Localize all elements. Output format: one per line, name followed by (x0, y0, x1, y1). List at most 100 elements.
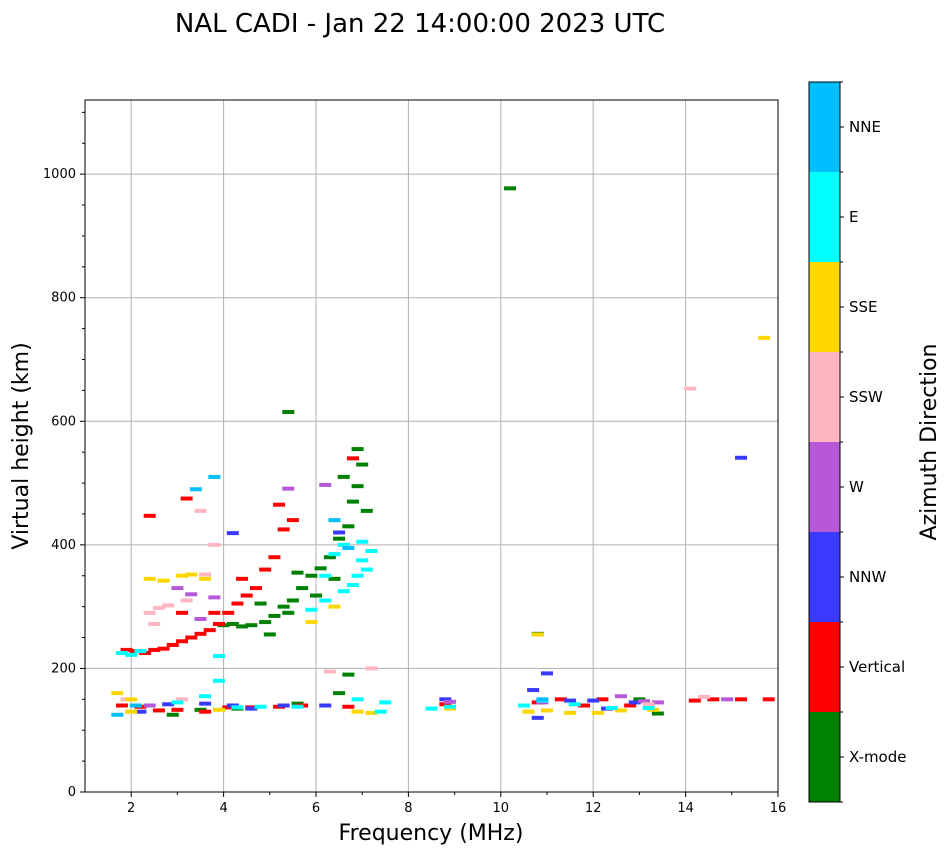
colorbar-segment (809, 262, 840, 352)
data-point (642, 702, 655, 707)
data-point (319, 573, 332, 578)
data-point (319, 598, 332, 603)
data-point (531, 632, 544, 637)
data-point (356, 539, 369, 544)
data-point (698, 694, 711, 699)
data-point (185, 572, 198, 577)
data-point (171, 707, 184, 712)
data-point (194, 617, 207, 621)
data-point (735, 455, 748, 460)
x-tick-label: 6 (312, 801, 320, 816)
data-point (587, 698, 600, 703)
data-point (199, 576, 212, 581)
data-point (688, 698, 701, 703)
y-tick-label: 600 (51, 414, 76, 429)
data-point (231, 601, 244, 606)
data-point (342, 704, 355, 709)
data-point (337, 589, 350, 594)
data-point (143, 576, 156, 581)
data-point (541, 671, 553, 676)
data-point (346, 583, 359, 588)
data-point (129, 703, 142, 708)
data-point (277, 703, 290, 708)
data-point (194, 631, 207, 636)
data-point (148, 621, 161, 626)
data-point (614, 708, 627, 713)
plot-frame (84, 99, 779, 793)
data-point (333, 691, 346, 696)
data-point (564, 698, 577, 703)
data-point (212, 707, 225, 712)
data-point (263, 632, 276, 637)
data-point (245, 623, 258, 628)
data-point (125, 697, 138, 702)
data-point (517, 703, 530, 708)
data-point (296, 586, 309, 591)
data-point (337, 474, 350, 479)
data-point (762, 697, 775, 702)
x-tick-label: 4 (219, 801, 227, 816)
data-point (591, 710, 604, 715)
grid-lines (85, 100, 779, 793)
data-point (115, 650, 128, 655)
data-point (111, 712, 124, 717)
data-point (351, 697, 364, 702)
data-point (328, 576, 341, 581)
data-point (180, 598, 193, 603)
data-point (337, 542, 350, 547)
data-point (231, 705, 244, 710)
colorbar-segment (809, 172, 840, 262)
data-point (638, 699, 651, 704)
data-point (346, 456, 359, 461)
y-tick-label: 0 (68, 785, 76, 800)
data-point (333, 530, 346, 535)
data-point (342, 672, 355, 677)
data-point (282, 410, 295, 415)
data-point (319, 703, 332, 708)
colorbar-tick-label: SSW (849, 388, 883, 406)
x-axis-ticks: 2 4 6 8 10 12 14 16 (127, 792, 786, 816)
data-point (568, 702, 581, 707)
data-point (273, 502, 286, 507)
data-point (157, 578, 170, 583)
data-point (143, 703, 156, 708)
data-point (554, 697, 567, 702)
data-point (180, 496, 193, 501)
data-point (199, 694, 212, 699)
data-point (286, 598, 299, 603)
colorbar-tick-label: SSE (849, 298, 878, 316)
data-point (504, 186, 517, 191)
data-point (291, 704, 304, 709)
data-point (185, 635, 198, 640)
data-point (541, 708, 553, 713)
colorbar: X-mode Vertical NNW W SSW SSE E NNE (808, 81, 906, 803)
data-point (208, 610, 221, 615)
data-point (166, 712, 179, 717)
colorbar-segment (809, 82, 840, 172)
data-point (342, 545, 355, 550)
data-point (162, 702, 175, 707)
colorbar-frame (808, 81, 841, 803)
data-point (328, 518, 341, 523)
data-point (564, 710, 577, 715)
data-point (314, 566, 327, 571)
x-tick-label: 2 (127, 801, 135, 816)
data-point (208, 474, 221, 479)
data-point (162, 603, 175, 608)
data-point (379, 700, 392, 705)
data-point (226, 621, 239, 626)
data-point (605, 705, 618, 710)
data-point (203, 628, 216, 633)
data-point (351, 709, 364, 714)
data-point (342, 524, 355, 529)
data-point (194, 508, 207, 513)
data-point (115, 703, 128, 708)
data-point (439, 697, 452, 702)
data-point (735, 697, 748, 702)
data-point (351, 447, 364, 452)
colorbar-tick-label: W (849, 478, 864, 496)
data-point (684, 386, 697, 391)
colorbar-tick-label: NNE (849, 118, 881, 136)
data-point (624, 703, 637, 708)
data-point (365, 666, 378, 671)
